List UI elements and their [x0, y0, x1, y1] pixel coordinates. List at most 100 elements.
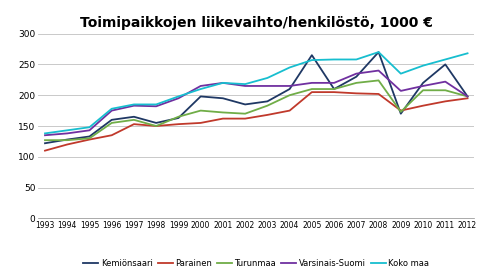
Parainen: [287, 109, 293, 112]
Varsinais-Suomi: [175, 97, 181, 100]
Legend: Kemiönsaari, Parainen, Turunmaa, Varsinais-Suomi, Koko maa: Kemiönsaari, Parainen, Turunmaa, Varsina…: [80, 256, 433, 272]
Varsinais-Suomi: [420, 84, 426, 88]
Kemiönsaari: [153, 121, 159, 125]
Varsinais-Suomi: [64, 132, 70, 135]
Varsinais-Suomi: [354, 72, 359, 75]
Varsinais-Suomi: [398, 89, 404, 93]
Turunmaa: [398, 110, 404, 113]
Varsinais-Suomi: [443, 80, 448, 83]
Kemiönsaari: [109, 118, 114, 122]
Koko maa: [420, 64, 426, 67]
Turunmaa: [443, 88, 448, 92]
Turunmaa: [42, 139, 48, 142]
Parainen: [109, 134, 114, 137]
Parainen: [87, 138, 92, 141]
Kemiönsaari: [87, 135, 92, 138]
Varsinais-Suomi: [153, 105, 159, 108]
Koko maa: [264, 76, 270, 80]
Varsinais-Suomi: [87, 129, 92, 132]
Kemiönsaari: [465, 95, 470, 98]
Turunmaa: [109, 121, 114, 125]
Varsinais-Suomi: [242, 84, 248, 88]
Turunmaa: [131, 118, 137, 122]
Parainen: [331, 90, 337, 94]
Parainen: [220, 117, 226, 120]
Parainen: [131, 122, 137, 126]
Kemiönsaari: [420, 81, 426, 85]
Parainen: [398, 109, 404, 112]
Kemiönsaari: [242, 103, 248, 106]
Koko maa: [220, 81, 226, 85]
Koko maa: [398, 72, 404, 75]
Koko maa: [64, 129, 70, 132]
Turunmaa: [264, 104, 270, 107]
Parainen: [465, 97, 470, 100]
Turunmaa: [220, 111, 226, 114]
Parainen: [376, 92, 381, 96]
Koko maa: [309, 59, 315, 62]
Koko maa: [42, 132, 48, 135]
Parainen: [354, 92, 359, 95]
Varsinais-Suomi: [264, 84, 270, 88]
Kemiönsaari: [376, 50, 381, 54]
Turunmaa: [309, 87, 315, 91]
Kemiönsaari: [131, 115, 137, 118]
Kemiönsaari: [398, 112, 404, 115]
Koko maa: [443, 58, 448, 61]
Turunmaa: [331, 87, 337, 91]
Turunmaa: [87, 137, 92, 140]
Turunmaa: [64, 139, 70, 142]
Koko maa: [175, 95, 181, 98]
Turunmaa: [242, 112, 248, 115]
Turunmaa: [198, 109, 204, 112]
Line: Varsinais-Suomi: Varsinais-Suomi: [45, 71, 468, 135]
Varsinais-Suomi: [309, 81, 315, 85]
Kemiönsaari: [175, 116, 181, 120]
Koko maa: [87, 125, 92, 129]
Turunmaa: [465, 95, 470, 98]
Koko maa: [376, 50, 381, 54]
Turunmaa: [287, 94, 293, 97]
Koko maa: [198, 87, 204, 91]
Varsinais-Suomi: [131, 104, 137, 107]
Kemiönsaari: [309, 53, 315, 57]
Turunmaa: [354, 81, 359, 85]
Line: Koko maa: Koko maa: [45, 52, 468, 133]
Kemiönsaari: [198, 95, 204, 98]
Turunmaa: [420, 88, 426, 92]
Varsinais-Suomi: [42, 134, 48, 137]
Koko maa: [465, 52, 470, 55]
Koko maa: [331, 58, 337, 61]
Kemiönsaari: [287, 87, 293, 91]
Parainen: [198, 121, 204, 125]
Turunmaa: [376, 79, 381, 82]
Varsinais-Suomi: [287, 84, 293, 88]
Koko maa: [287, 66, 293, 69]
Kemiönsaari: [220, 97, 226, 100]
Parainen: [420, 104, 426, 107]
Parainen: [64, 143, 70, 146]
Koko maa: [242, 82, 248, 86]
Turunmaa: [175, 115, 181, 118]
Title: Toimipaikkojen liikevaihto/henkilöstö, 1000 €: Toimipaikkojen liikevaihto/henkilöstö, 1…: [80, 16, 433, 30]
Kemiönsaari: [264, 100, 270, 103]
Line: Kemiönsaari: Kemiönsaari: [45, 52, 468, 143]
Varsinais-Suomi: [465, 95, 470, 98]
Parainen: [175, 122, 181, 126]
Koko maa: [354, 58, 359, 61]
Line: Turunmaa: Turunmaa: [45, 80, 468, 140]
Kemiönsaari: [42, 142, 48, 145]
Parainen: [42, 149, 48, 152]
Line: Parainen: Parainen: [45, 92, 468, 151]
Kemiönsaari: [64, 138, 70, 141]
Varsinais-Suomi: [331, 81, 337, 85]
Varsinais-Suomi: [198, 84, 204, 88]
Koko maa: [109, 107, 114, 110]
Parainen: [309, 90, 315, 94]
Koko maa: [153, 103, 159, 106]
Parainen: [443, 100, 448, 103]
Kemiönsaari: [354, 75, 359, 78]
Parainen: [242, 117, 248, 120]
Kemiönsaari: [443, 63, 448, 66]
Koko maa: [131, 103, 137, 106]
